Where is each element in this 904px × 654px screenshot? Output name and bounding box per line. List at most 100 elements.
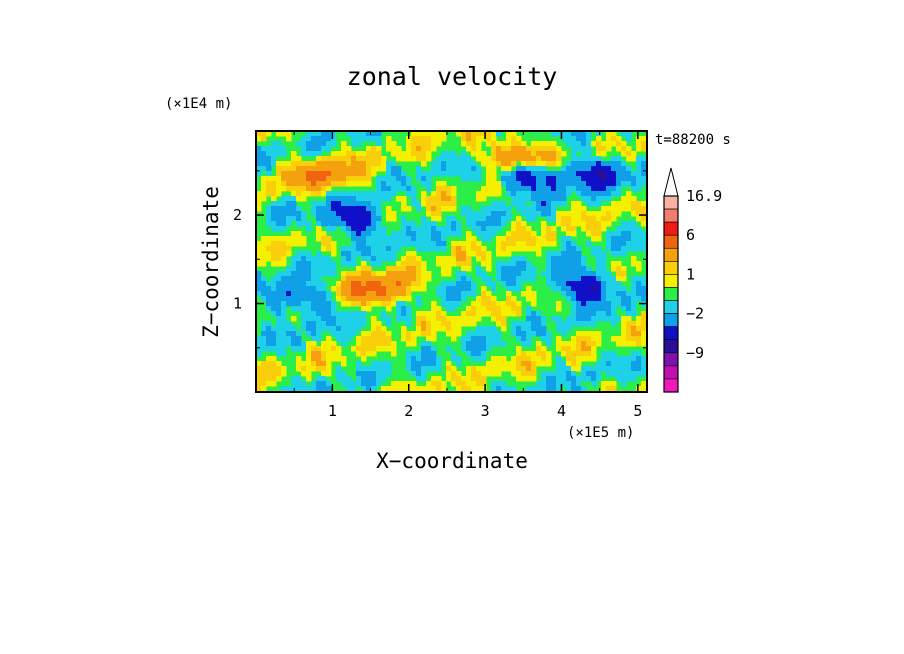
field-cell [636,186,642,192]
field-cell [571,156,577,162]
field-cell [411,261,417,267]
field-cell [361,371,367,377]
field-cell [616,176,622,182]
field-cell [346,381,352,387]
field-cell [266,356,272,362]
field-cell [296,176,302,182]
field-cell [496,386,502,392]
field-cell [591,191,597,197]
field-cell [546,181,552,187]
field-cell [616,236,622,242]
field-cell [516,276,522,282]
field-cell [416,176,422,182]
field-cell [536,156,542,162]
field-cell [411,221,417,227]
field-cell [571,221,577,227]
field-cell [371,341,377,347]
colorbar-swatch [663,208,679,223]
field-cell [551,191,557,197]
field-cell [586,291,592,297]
field-cell [606,171,612,177]
field-cell [541,236,547,242]
field-cell [281,161,287,167]
field-cell [516,231,522,237]
field-cell [541,231,547,237]
field-cell [341,191,347,197]
field-cell [556,366,562,372]
field-cell [501,206,507,212]
field-cell [546,331,552,337]
field-cell [261,346,267,352]
field-cell [481,346,487,352]
field-cell [371,216,377,222]
field-cell [341,336,347,342]
field-cell [451,171,457,177]
field-cell [556,176,562,182]
field-cell [631,151,637,157]
field-cell [426,341,432,347]
field-cell [456,171,462,177]
field-cell [511,236,517,242]
colorbar-arrow [663,167,679,197]
field-cell [481,236,487,242]
field-cell [311,336,317,342]
field-cell [581,296,587,302]
field-cell [371,231,377,237]
field-cell [306,276,312,282]
field-cell [376,216,382,222]
field-cell [441,181,447,187]
field-cell [511,191,517,197]
field-cell [631,366,637,372]
field-cell [311,361,317,367]
field-cell [406,331,412,337]
field-cell [336,181,342,187]
field-cell [476,256,482,262]
field-cell [266,361,272,367]
field-cell [406,286,412,292]
field-cell [486,311,492,317]
field-cell [341,361,347,367]
field-cell [436,286,442,292]
field-cell [311,201,317,207]
field-cell [361,161,367,167]
field-cell [336,286,342,292]
field-cell [631,341,637,347]
field-cell [416,266,422,272]
field-cell [536,151,542,157]
field-cell [331,326,337,332]
field-cell [326,181,332,187]
field-cell [606,161,612,167]
field-cell [526,186,532,192]
field-cell [481,226,487,232]
field-cell [431,316,437,322]
field-cell [346,146,352,152]
field-cell [261,236,267,242]
field-cell [571,171,577,177]
field-cell [316,181,322,187]
field-cell [431,216,437,222]
field-cell [311,256,317,262]
field-cell [531,191,537,197]
field-cell [531,276,537,282]
field-cell [616,371,622,377]
field-cell [281,291,287,297]
field-cell [641,386,647,392]
field-cell [366,291,372,297]
field-cell [366,301,372,307]
field-cell [506,231,512,237]
field-cell [331,131,337,137]
field-cell [551,231,557,237]
field-cell [386,196,392,202]
field-cell [266,256,272,262]
field-cell [566,136,572,142]
field-cell [296,231,302,237]
field-cell [431,171,437,177]
field-cell [576,181,582,187]
field-cell [441,201,447,207]
field-cell [511,361,517,367]
field-cell [381,166,387,172]
field-cell [481,221,487,227]
field-cell [296,336,302,342]
field-cell [386,276,392,282]
field-cell [576,381,582,387]
